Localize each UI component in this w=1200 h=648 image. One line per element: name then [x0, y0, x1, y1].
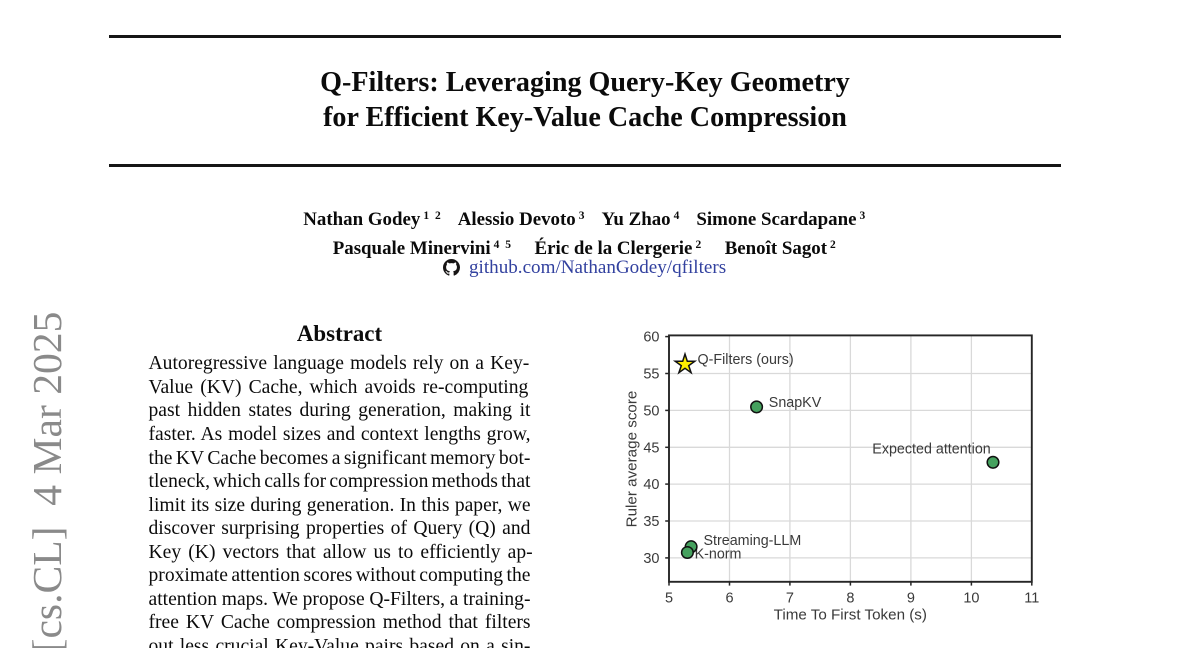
- svg-text:Q-Filters (ours): Q-Filters (ours): [698, 352, 794, 368]
- svg-text:45: 45: [643, 440, 659, 456]
- svg-text:11: 11: [1024, 591, 1039, 607]
- svg-text:SnapKV: SnapKV: [769, 395, 822, 411]
- svg-text:55: 55: [643, 367, 659, 383]
- svg-text:10: 10: [963, 591, 979, 607]
- svg-text:Ruler average score: Ruler average score: [624, 391, 641, 528]
- svg-text:50: 50: [643, 403, 659, 419]
- svg-text:35: 35: [643, 514, 659, 530]
- svg-text:Expected attention: Expected attention: [872, 441, 990, 457]
- svg-text:K-norm: K-norm: [695, 546, 742, 562]
- svg-text:5: 5: [665, 591, 673, 607]
- svg-text:6: 6: [725, 591, 733, 607]
- svg-text:40: 40: [643, 477, 659, 493]
- svg-text:30: 30: [643, 551, 659, 567]
- svg-text:Time To First Token (s): Time To First Token (s): [774, 606, 927, 623]
- svg-text:8: 8: [846, 591, 854, 607]
- svg-text:7: 7: [786, 591, 794, 607]
- svg-text:9: 9: [907, 591, 915, 607]
- svg-text:60: 60: [643, 330, 659, 346]
- svg-text:Streaming-LLM: Streaming-LLM: [704, 533, 802, 549]
